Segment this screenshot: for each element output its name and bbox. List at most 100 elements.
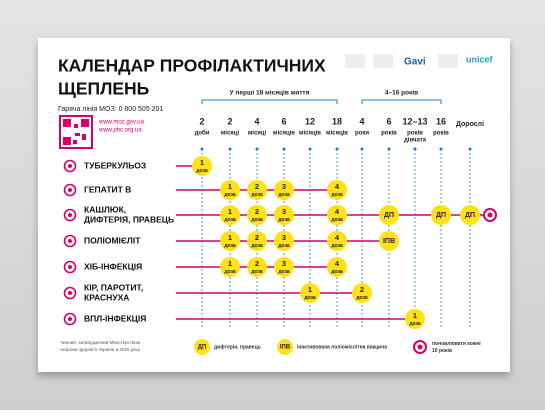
partner-logo: unicef	[466, 54, 494, 64]
group-bracket	[361, 99, 442, 104]
dose-label: 2	[255, 259, 259, 268]
dose-dot	[327, 205, 347, 225]
dose-dot	[274, 205, 294, 225]
dose-label: доза	[278, 243, 290, 249]
dose-dot	[247, 231, 267, 251]
footnote: охорони здоров'я України в 2025 році	[60, 347, 140, 352]
title: КАЛЕНДАР ПРОФІЛАКТИЧНИХ	[58, 56, 326, 76]
row-icon	[63, 260, 77, 274]
dose-label: доза	[251, 243, 263, 249]
dose-dot	[352, 283, 372, 303]
row-icon	[63, 159, 77, 173]
dose-label: 1	[228, 207, 232, 216]
dose-dot	[405, 309, 425, 329]
dose-dot	[220, 205, 240, 225]
dose-dot	[220, 180, 240, 200]
legend-text: поновлювати кожні	[432, 341, 481, 347]
column-label: 6	[281, 116, 286, 126]
column-label: 6	[386, 116, 391, 126]
footnote: Чинний, затверджений Міністерством	[60, 339, 140, 345]
dose-label: 1	[228, 182, 232, 191]
dose-label: 1	[228, 259, 232, 268]
dose-label: доза	[331, 243, 343, 249]
dose-label: ДП	[436, 212, 446, 219]
dose-dot	[247, 205, 267, 225]
dose-label: доза	[224, 192, 236, 198]
column-label: 12–13	[402, 116, 427, 126]
legend-dot	[194, 339, 210, 355]
column-label: 18	[332, 116, 342, 126]
column-label: років	[407, 131, 423, 137]
legend-dot	[277, 339, 293, 355]
legend-ring	[417, 344, 423, 350]
partner-logo	[345, 54, 365, 68]
poster	[38, 38, 510, 372]
dose-label: ІПВ	[383, 238, 395, 245]
group-bracket	[201, 99, 338, 104]
content: КАЛЕНДАР ПРОФІЛАКТИЧНИХ ЩЕПЛЕНЬ Гаряча лін…	[58, 54, 497, 355]
dose-dot	[327, 257, 347, 277]
row-label: КРАСНУХА	[84, 292, 129, 302]
row-icon	[68, 213, 72, 217]
row-icon	[63, 312, 77, 326]
legend-text: інактивована поліомієлітна вакцина	[297, 344, 387, 350]
column-label: 2	[199, 116, 204, 126]
dose-dot	[300, 283, 320, 303]
dose-label: доза	[251, 269, 263, 275]
column-label: доби	[195, 130, 210, 137]
dose-label: доза	[196, 168, 208, 174]
dose-label: 3	[282, 233, 286, 242]
dose-label: доза	[224, 217, 236, 223]
dose-label: 2	[360, 285, 364, 294]
partner-logo	[373, 54, 393, 68]
dose-label: доза	[331, 269, 343, 275]
dose-label: доза	[278, 217, 290, 223]
dose-label: доза	[356, 295, 368, 301]
column-label: років	[433, 131, 449, 137]
column-label: місяців	[273, 131, 295, 137]
column-label: роки	[355, 131, 369, 137]
dose-label: 3	[282, 259, 286, 268]
row-label: ТУБЕРКУЛЬОЗ	[84, 160, 146, 170]
dose-label: 1	[308, 285, 312, 294]
legend-text: дифтерія, правець	[214, 343, 261, 350]
dose-label: 4	[335, 207, 340, 216]
dose-dot	[274, 257, 294, 277]
dose-label: доза	[278, 269, 290, 275]
dose-dot	[379, 205, 399, 225]
dose-label: 1	[228, 233, 232, 242]
dose-label: 4	[335, 233, 340, 242]
column-label: 16	[436, 116, 446, 126]
group-label: 4–16 років	[385, 89, 418, 97]
dose-label: доза	[331, 192, 343, 198]
dose-dot	[247, 257, 267, 277]
row-icon	[63, 208, 77, 222]
column-label: Дорослі	[456, 120, 484, 128]
dose-label: доза	[409, 321, 421, 327]
column-label: 4	[254, 116, 259, 126]
dose-label: 2	[255, 233, 259, 242]
column-label: місяців	[299, 131, 321, 137]
title: ЩЕПЛЕНЬ	[58, 79, 149, 99]
dose-dot	[192, 156, 212, 176]
row-icon	[63, 234, 77, 248]
dose-label: 1	[413, 311, 417, 320]
partner-logo	[438, 54, 458, 68]
column-label: місяці	[248, 131, 267, 137]
dose-label: 3	[282, 182, 286, 191]
qr-code	[59, 115, 93, 149]
row-icon	[68, 265, 72, 269]
dose-label: 4	[335, 259, 340, 268]
column-label: місяці	[221, 131, 240, 137]
dose-label: доза	[224, 243, 236, 249]
dose-dot	[379, 231, 399, 251]
dose-dot	[274, 180, 294, 200]
group-label: У перші 18 місяців життя	[230, 89, 310, 97]
link: www.moz.gov.ua	[98, 120, 145, 126]
legend-badge: ДП	[198, 345, 207, 351]
column-label: 12	[305, 116, 315, 126]
dose-dot	[460, 205, 480, 225]
row-label: КІР, ПАРОТИТ,	[84, 282, 143, 292]
row-label: ДИФТЕРІЯ, ПРАВЕЦЬ	[84, 214, 174, 224]
